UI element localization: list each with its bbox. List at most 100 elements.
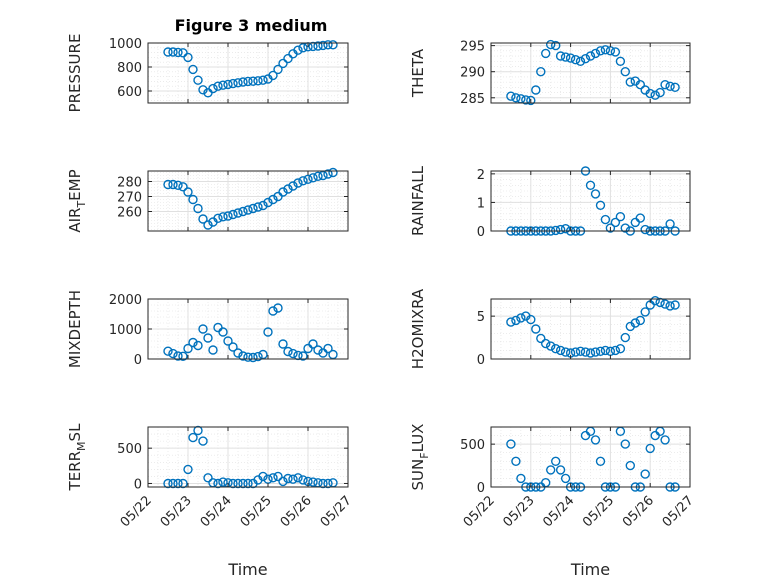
data-point bbox=[630, 318, 640, 328]
data-point bbox=[546, 341, 556, 351]
data-point bbox=[273, 471, 283, 482]
data-point bbox=[243, 205, 253, 215]
data-point bbox=[178, 351, 188, 361]
data-point bbox=[560, 473, 571, 484]
y-axis-label: TERRMSL bbox=[66, 423, 88, 492]
data-point bbox=[248, 203, 258, 214]
data-point bbox=[173, 180, 183, 191]
data-point bbox=[198, 324, 208, 334]
data-point bbox=[278, 187, 288, 197]
data-point bbox=[323, 40, 333, 50]
data-point bbox=[590, 189, 601, 199]
data-point bbox=[511, 93, 521, 103]
data-point bbox=[600, 45, 611, 55]
data-point bbox=[288, 474, 298, 484]
axes-box bbox=[490, 42, 691, 104]
data-point bbox=[506, 317, 516, 327]
data-point bbox=[218, 80, 228, 90]
y-tick-label: 285 bbox=[460, 92, 485, 107]
y-axis-label: PRESSURE bbox=[66, 34, 84, 113]
data-point bbox=[183, 343, 193, 354]
data-point bbox=[536, 333, 546, 344]
data-point bbox=[203, 333, 213, 343]
data-point bbox=[665, 301, 675, 311]
y-axis-label: RAINFALL bbox=[409, 165, 427, 236]
data-point bbox=[168, 348, 178, 359]
data-point bbox=[218, 477, 228, 487]
data-point bbox=[541, 48, 551, 59]
figure-title: Figure 3 medium bbox=[175, 16, 328, 35]
data-point bbox=[268, 70, 278, 81]
data-point bbox=[650, 90, 660, 100]
data-point bbox=[238, 77, 248, 87]
y-tick-label: 0 bbox=[477, 353, 485, 368]
y-axis-label-part: SL bbox=[66, 423, 84, 442]
data-point bbox=[526, 314, 536, 325]
data-point bbox=[595, 456, 606, 466]
data-point bbox=[511, 456, 521, 466]
y-axis-label-part: AIR bbox=[66, 208, 84, 233]
data-point bbox=[615, 211, 626, 222]
data-point bbox=[645, 443, 655, 454]
y-axis-label-part: M bbox=[75, 441, 88, 451]
data-point bbox=[263, 197, 273, 208]
data-point bbox=[536, 66, 546, 77]
data-point bbox=[308, 477, 318, 487]
x-axis-label: Time bbox=[570, 560, 610, 579]
data-point bbox=[298, 351, 308, 361]
data-point bbox=[555, 224, 566, 235]
data-point bbox=[655, 297, 665, 308]
y-tick-label: 1 bbox=[477, 196, 485, 211]
data-point bbox=[283, 346, 293, 357]
y-axis-label: MIXDEPTH bbox=[66, 290, 84, 368]
data-point bbox=[203, 220, 213, 230]
data-point bbox=[188, 432, 198, 443]
data-point bbox=[183, 52, 193, 63]
data-point bbox=[560, 223, 571, 234]
data-point bbox=[183, 187, 193, 197]
y-tick-label: 800 bbox=[117, 61, 142, 76]
data-point bbox=[595, 200, 606, 211]
data-point bbox=[526, 95, 536, 106]
axes-box bbox=[490, 298, 691, 360]
y-tick-label: 295 bbox=[460, 40, 485, 55]
data-point bbox=[620, 223, 630, 233]
data-point bbox=[640, 224, 650, 235]
data-point bbox=[178, 182, 188, 192]
data-point bbox=[506, 91, 516, 101]
data-point bbox=[228, 209, 238, 220]
y-tick-label: 600 bbox=[117, 85, 142, 100]
data-point bbox=[660, 299, 670, 309]
data-point bbox=[546, 39, 556, 50]
data-point bbox=[223, 211, 233, 221]
data-point bbox=[560, 347, 571, 357]
data-point bbox=[570, 347, 581, 357]
y-axis-label-part: SUN bbox=[409, 459, 427, 491]
data-point bbox=[313, 41, 323, 51]
data-point bbox=[258, 75, 268, 85]
data-point bbox=[531, 324, 541, 334]
data-point bbox=[655, 87, 665, 98]
y-tick-label: 260 bbox=[117, 206, 142, 221]
data-point bbox=[173, 351, 183, 361]
data-point bbox=[570, 55, 581, 65]
y-tick-label: 0 bbox=[477, 481, 485, 496]
data-point bbox=[511, 315, 521, 326]
data-point bbox=[198, 436, 208, 446]
data-point bbox=[193, 340, 203, 351]
y-tick-label: 0 bbox=[134, 477, 142, 492]
data-point bbox=[580, 54, 591, 64]
data-point bbox=[268, 473, 278, 483]
axes-box bbox=[147, 426, 349, 488]
data-point bbox=[521, 95, 531, 105]
y-tick-label: 2 bbox=[477, 168, 485, 183]
data-point bbox=[168, 47, 178, 57]
data-point bbox=[590, 435, 601, 445]
data-point bbox=[318, 40, 328, 51]
data-point bbox=[188, 337, 198, 348]
data-point bbox=[555, 51, 566, 61]
data-point bbox=[248, 76, 258, 86]
data-point bbox=[600, 345, 611, 356]
data-point bbox=[635, 315, 645, 326]
